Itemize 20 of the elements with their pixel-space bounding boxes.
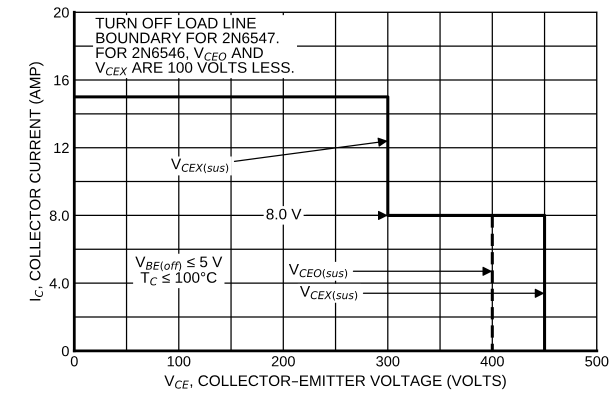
x-tick-label: 300 [376, 356, 400, 366]
x-tick-label: 100 [168, 356, 190, 366]
annotation: 8.0 V [266, 208, 302, 220]
x-tick-label: 400 [480, 356, 504, 366]
y-tick-label: 8.0 [50, 210, 69, 221]
x-axis-title: V$_{CE}$, COLLECTOR–EMITTER VOLTAGE (VOLTS) [164, 374, 506, 390]
text: V$_{BE(off)}$ ≤ 5 V T$_{C}$ ≤ 100°C [135, 256, 222, 286]
y-axis-title: I$_{C}$, COLLECTOR CURRENT (AMP) [29, 62, 44, 300]
x-tick-label: 200 [272, 356, 295, 366]
y-tick-label: 16 [54, 75, 69, 86]
x-tick-label: 0 [70, 356, 78, 366]
annotation: V$_{CEX(sus)}$ [300, 286, 358, 300]
y-tick-label: 12 [54, 142, 69, 153]
text: TURN OFF LOAD LINE BOUNDARY FOR 2N6547. FOR 2N6546, V$_{CEO}$ AND V$_{CEX}$ ARE 100 VOLTS LESS. [95, 18, 294, 76]
annotation: V$_{CEX(sus)}$ [171, 158, 228, 174]
y-tick-label: 0 [62, 346, 69, 356]
y-tick-label: 20 [54, 7, 69, 18]
annotation: V$_{CEO(sus)}$ [288, 264, 348, 278]
y-tick-label: 4.0 [49, 278, 69, 289]
x-tick-label: 500 [585, 356, 608, 366]
